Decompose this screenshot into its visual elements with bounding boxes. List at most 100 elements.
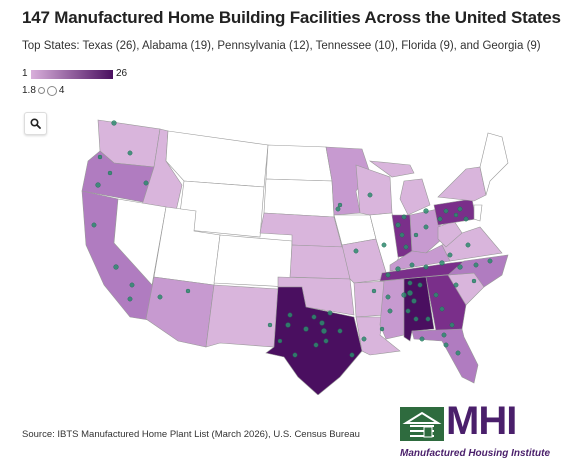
- facility-dot[interactable]: [285, 322, 291, 328]
- facility-dot[interactable]: [401, 292, 407, 298]
- facility-dot[interactable]: [487, 258, 493, 264]
- state-minnesota[interactable]: [325, 146, 371, 216]
- facility-dot[interactable]: [129, 282, 135, 288]
- state-montana[interactable]: [165, 130, 269, 188]
- facility-dot[interactable]: [413, 316, 419, 322]
- facility-dot[interactable]: [449, 322, 455, 328]
- state-ohio[interactable]: [409, 208, 443, 254]
- facility-dot[interactable]: [453, 282, 459, 288]
- facility-dot[interactable]: [407, 280, 413, 286]
- facility-dot[interactable]: [447, 252, 453, 258]
- facility-dot[interactable]: [441, 332, 447, 338]
- facility-dot[interactable]: [413, 232, 419, 238]
- state-nevada[interactable]: [113, 198, 167, 286]
- facility-dot[interactable]: [443, 208, 449, 214]
- facility-dot[interactable]: [381, 242, 387, 248]
- facility-dot[interactable]: [143, 180, 149, 186]
- facility-dot[interactable]: [455, 350, 461, 356]
- facility-dot[interactable]: [95, 182, 101, 188]
- facility-dots: [91, 120, 493, 358]
- facility-dot[interactable]: [401, 214, 407, 220]
- facility-dot[interactable]: [433, 292, 439, 298]
- facility-dot[interactable]: [385, 272, 391, 278]
- state-new-jersey[interactable]: [473, 204, 483, 222]
- zoom-button[interactable]: [24, 112, 47, 135]
- facility-dot[interactable]: [457, 264, 463, 270]
- facility-dot[interactable]: [395, 266, 401, 272]
- facility-dot[interactable]: [399, 232, 405, 238]
- facility-dot[interactable]: [323, 338, 329, 344]
- state-new-england[interactable]: [479, 132, 509, 196]
- facility-dot[interactable]: [471, 278, 477, 284]
- state-michigan[interactable]: [368, 160, 431, 216]
- state-south-dakota[interactable]: [263, 178, 335, 218]
- facility-dot[interactable]: [425, 316, 431, 322]
- facility-dot[interactable]: [157, 294, 163, 300]
- facility-dot[interactable]: [409, 262, 415, 268]
- facility-dot[interactable]: [423, 224, 429, 230]
- facility-dot[interactable]: [417, 282, 423, 288]
- house-logo-icon: [400, 407, 444, 441]
- facility-dot[interactable]: [379, 326, 385, 332]
- state-new-york[interactable]: [437, 166, 487, 202]
- facility-dot[interactable]: [443, 342, 449, 348]
- source-note: Source: IBTS Manufactured Home Plant Lis…: [22, 429, 360, 440]
- facility-dot[interactable]: [371, 288, 377, 294]
- state-mississippi[interactable]: [379, 278, 405, 340]
- facility-dot[interactable]: [367, 192, 373, 198]
- facility-dot[interactable]: [463, 216, 469, 222]
- facility-dot[interactable]: [337, 202, 343, 208]
- facility-dot[interactable]: [277, 338, 283, 344]
- facility-dot[interactable]: [407, 290, 413, 296]
- facility-dot[interactable]: [411, 298, 417, 304]
- facility-dot[interactable]: [465, 242, 471, 248]
- facility-dot[interactable]: [439, 260, 445, 266]
- facility-dot[interactable]: [423, 264, 429, 270]
- facility-dot[interactable]: [387, 308, 393, 314]
- state-missouri[interactable]: [341, 238, 389, 284]
- facility-dot[interactable]: [267, 322, 273, 328]
- facility-dot[interactable]: [91, 222, 97, 228]
- facility-dot[interactable]: [292, 352, 298, 358]
- legend: 1 26 1.8 4: [22, 68, 142, 98]
- facility-dot[interactable]: [405, 308, 411, 314]
- facility-dot[interactable]: [127, 296, 133, 302]
- state-new-mexico[interactable]: [205, 284, 279, 348]
- facility-dot[interactable]: [335, 206, 341, 212]
- facility-dot[interactable]: [349, 352, 355, 358]
- facility-dot[interactable]: [311, 314, 317, 320]
- facility-dot[interactable]: [287, 312, 293, 318]
- facility-dot[interactable]: [185, 288, 191, 294]
- facility-dot[interactable]: [439, 306, 445, 312]
- facility-dot[interactable]: [337, 328, 343, 334]
- facility-dot[interactable]: [303, 326, 309, 332]
- facility-dot[interactable]: [423, 208, 429, 214]
- state-north-dakota[interactable]: [265, 144, 333, 182]
- facility-dot[interactable]: [313, 342, 319, 348]
- facility-dot[interactable]: [453, 212, 459, 218]
- facility-dot[interactable]: [353, 248, 359, 254]
- facility-dot[interactable]: [403, 244, 409, 250]
- state-kansas[interactable]: [289, 244, 351, 280]
- state-arizona[interactable]: [145, 276, 215, 348]
- facility-dot[interactable]: [127, 150, 133, 156]
- facility-dot[interactable]: [97, 154, 103, 160]
- facility-dot[interactable]: [437, 216, 443, 222]
- state-georgia[interactable]: [425, 274, 467, 332]
- facility-dot[interactable]: [327, 310, 333, 316]
- state-north-carolina[interactable]: [447, 254, 509, 288]
- legend-color-max: 26: [116, 68, 128, 79]
- facility-dot[interactable]: [419, 336, 425, 342]
- facility-dot[interactable]: [111, 120, 117, 126]
- facility-dot[interactable]: [321, 328, 327, 334]
- legend-size-min: 1.8: [22, 85, 36, 96]
- mhi-logo: MHI Manufactured Housing Institute: [398, 399, 550, 463]
- facility-dot[interactable]: [361, 336, 367, 342]
- facility-dot[interactable]: [113, 264, 119, 270]
- facility-dot[interactable]: [107, 170, 113, 176]
- facility-dot[interactable]: [395, 222, 401, 228]
- facility-dot[interactable]: [319, 320, 325, 326]
- facility-dot[interactable]: [457, 206, 463, 212]
- facility-dot[interactable]: [473, 262, 479, 268]
- facility-dot[interactable]: [385, 294, 391, 300]
